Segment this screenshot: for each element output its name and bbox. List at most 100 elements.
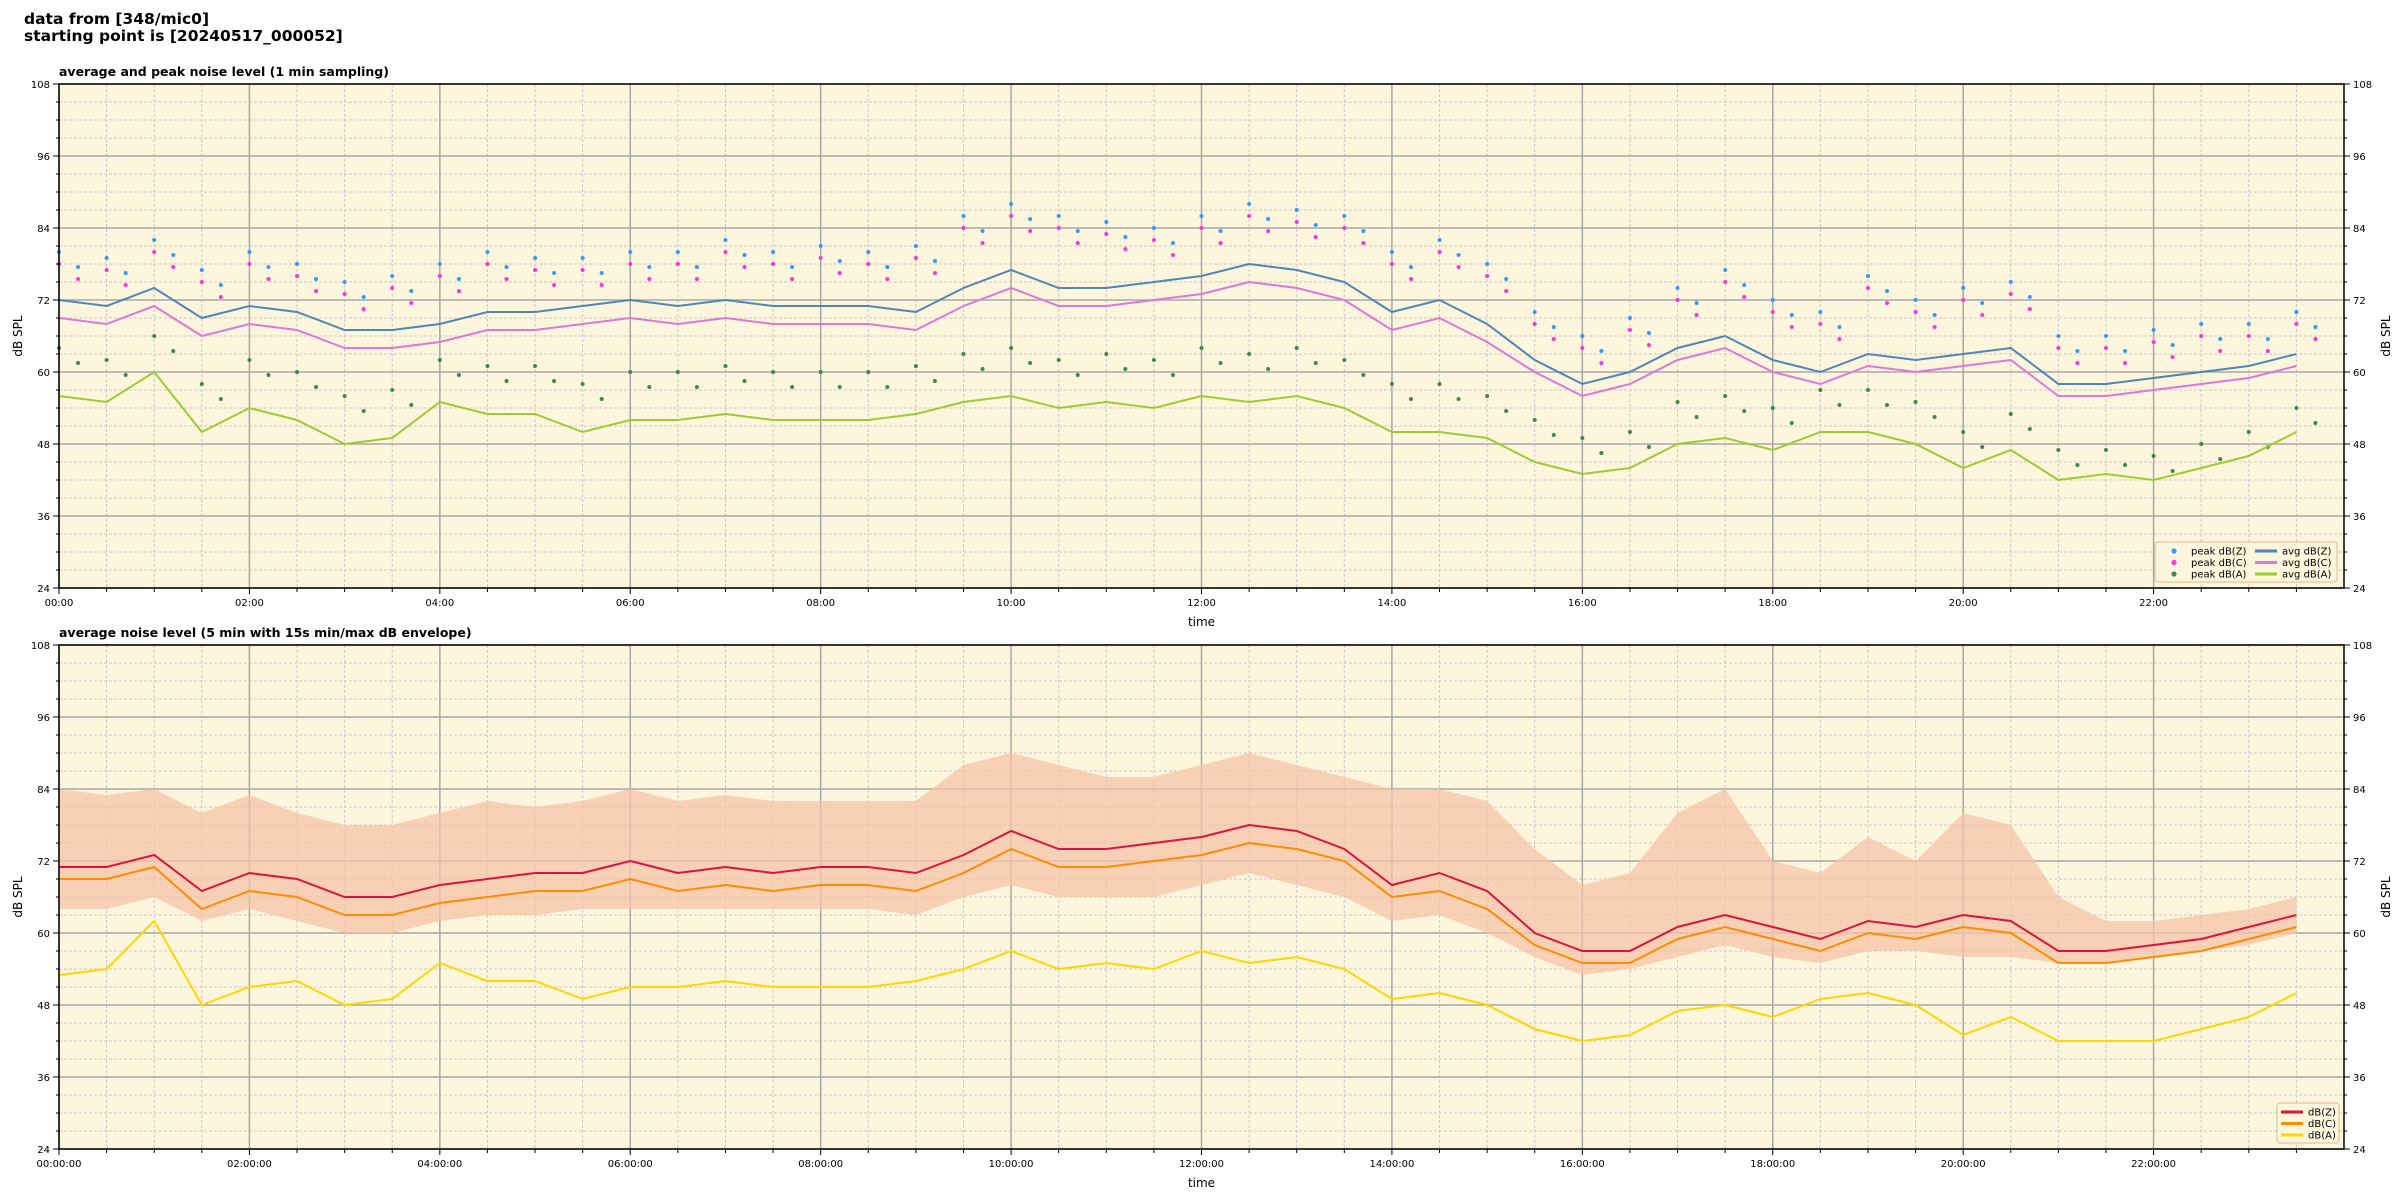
data-point bbox=[1028, 217, 1033, 221]
data-point bbox=[104, 256, 109, 260]
data-point bbox=[1580, 334, 1585, 338]
series-line-avg-db-c- bbox=[58, 280, 2297, 398]
data-point bbox=[1313, 361, 1318, 365]
data-point bbox=[1837, 337, 1842, 341]
data-point bbox=[1532, 322, 1537, 326]
data-point bbox=[1389, 382, 1394, 386]
data-point bbox=[533, 268, 538, 272]
data-point bbox=[1342, 358, 1347, 362]
data-point bbox=[885, 265, 890, 269]
data-point bbox=[342, 292, 347, 296]
data-point bbox=[361, 295, 366, 299]
legend-label: dB(A) bbox=[2308, 1131, 2336, 1142]
data-point bbox=[771, 262, 776, 266]
data-point bbox=[1694, 415, 1699, 419]
data-point bbox=[504, 277, 509, 281]
data-point bbox=[1408, 265, 1413, 269]
data-point bbox=[1123, 247, 1128, 251]
data-point bbox=[266, 265, 271, 269]
data-point bbox=[694, 385, 699, 389]
data-point bbox=[1009, 346, 1014, 350]
data-point bbox=[552, 283, 557, 287]
data-point bbox=[218, 283, 223, 287]
data-point bbox=[1580, 436, 1585, 440]
data-point bbox=[1770, 406, 1775, 410]
x-tick-label: 16:00 bbox=[1568, 598, 1597, 609]
data-point bbox=[1294, 208, 1299, 212]
data-point bbox=[456, 373, 461, 377]
data-point bbox=[1932, 325, 1937, 329]
data-point bbox=[1342, 226, 1347, 230]
series-line-db-z- bbox=[59, 823, 2297, 952]
y-tick-label-right: 108 bbox=[2353, 80, 2372, 91]
data-point bbox=[2027, 295, 2032, 299]
data-point bbox=[818, 370, 823, 374]
data-point bbox=[1199, 214, 1204, 218]
data-point bbox=[1723, 268, 1728, 272]
data-point bbox=[1361, 229, 1366, 233]
data-point bbox=[390, 388, 395, 392]
data-point bbox=[1485, 262, 1490, 266]
y-axis-label-right: dB SPL bbox=[2379, 315, 2393, 357]
data-point bbox=[913, 244, 918, 248]
data-point bbox=[552, 379, 557, 383]
x-tick-label: 10:00 bbox=[997, 598, 1026, 609]
data-point bbox=[1028, 229, 1033, 233]
x-tick-label: 06:00 bbox=[616, 598, 645, 609]
data-point bbox=[961, 226, 966, 230]
data-point bbox=[1818, 322, 1823, 326]
data-point bbox=[409, 403, 414, 407]
data-point bbox=[837, 271, 842, 275]
data-point bbox=[361, 307, 366, 311]
data-point bbox=[1646, 343, 1651, 347]
y-tick-label: 84 bbox=[37, 224, 50, 235]
y-axis-label-right: dB SPL bbox=[2379, 876, 2393, 918]
x-tick-label: 16:00:00 bbox=[1560, 1159, 1605, 1170]
data-point bbox=[837, 385, 842, 389]
data-point bbox=[1408, 277, 1413, 281]
data-point bbox=[199, 268, 204, 272]
data-point bbox=[1151, 238, 1156, 242]
data-point bbox=[675, 250, 680, 254]
data-point bbox=[390, 286, 395, 290]
data-point bbox=[1961, 298, 1966, 302]
data-point bbox=[2075, 361, 2080, 365]
data-point bbox=[742, 265, 747, 269]
y-axis-label: dB SPL bbox=[11, 876, 25, 918]
data-point bbox=[2199, 334, 2204, 338]
data-point bbox=[295, 370, 300, 374]
data-point bbox=[314, 385, 319, 389]
data-point bbox=[1009, 202, 1014, 206]
data-point bbox=[1199, 346, 1204, 350]
data-point bbox=[1504, 289, 1509, 293]
data-point bbox=[628, 262, 633, 266]
data-point bbox=[76, 265, 81, 269]
data-point bbox=[723, 238, 728, 242]
x-tick-label: 08:00 bbox=[806, 598, 835, 609]
y-tick-label-right: 72 bbox=[2353, 296, 2366, 307]
data-point bbox=[1932, 313, 1937, 317]
starting-point-line: starting point is [20240517_000052] bbox=[24, 27, 343, 45]
data-point bbox=[1818, 310, 1823, 314]
legend: dB(Z)dB(C)dB(A) bbox=[2276, 1102, 2340, 1144]
data-source-line: data from [348/mic0] bbox=[24, 10, 210, 28]
data-point bbox=[885, 385, 890, 389]
data-point bbox=[533, 256, 538, 260]
y-tick-label: 108 bbox=[31, 641, 50, 652]
y-tick-label-right: 60 bbox=[2353, 929, 2366, 940]
x-tick-label: 04:00:00 bbox=[417, 1159, 462, 1170]
data-point bbox=[1532, 310, 1537, 314]
y-tick-label: 24 bbox=[37, 584, 50, 595]
data-point bbox=[247, 262, 252, 266]
data-point bbox=[1913, 298, 1918, 302]
data-point bbox=[295, 274, 300, 278]
data-point bbox=[837, 259, 842, 263]
series-line-avg-db-a- bbox=[58, 370, 2297, 482]
x-tick-label: 00:00 bbox=[45, 598, 74, 609]
data-point bbox=[2056, 346, 2061, 350]
data-point bbox=[2246, 334, 2251, 338]
data-point bbox=[1104, 352, 1109, 356]
data-point bbox=[771, 250, 776, 254]
data-point bbox=[1342, 214, 1347, 218]
data-point bbox=[152, 250, 157, 254]
